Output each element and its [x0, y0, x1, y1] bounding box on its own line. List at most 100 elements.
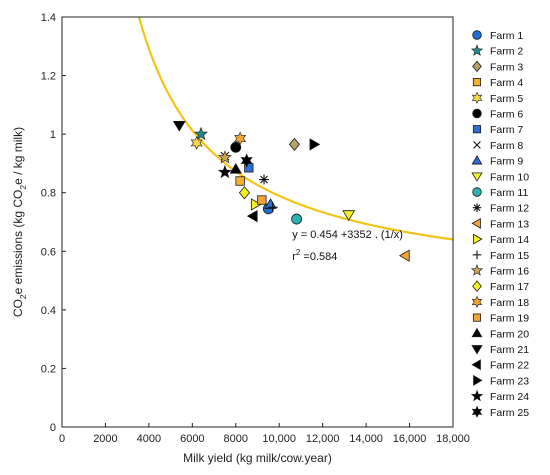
- x-tick-label: 0: [59, 433, 65, 445]
- y-label-subscript: 2: [18, 294, 28, 299]
- legend-marker-farm-19: [472, 313, 482, 322]
- y-axis-label: CO2e emissions (kg CO2e / kg milk): [11, 127, 28, 317]
- legend-marker-farm-12: [472, 203, 482, 212]
- legend-label: Farm 21: [490, 344, 529, 356]
- legend-label: Farm 25: [490, 407, 529, 419]
- legend-marker-farm-4: [472, 78, 482, 87]
- data-point-farm-11: [291, 213, 303, 225]
- legend-label: Farm 6: [490, 109, 523, 121]
- data-point-farm-20: [229, 162, 242, 174]
- data-point-farm-18: [234, 131, 247, 146]
- legend-marker-farm-7: [472, 125, 482, 134]
- data-point-farm-16: [217, 150, 232, 164]
- legend-label: Farm 15: [490, 250, 529, 262]
- data-points: [172, 120, 410, 262]
- x-axis: 0 2000 4000 6000 8000 10,000 12,000 14,000 16,00…: [59, 423, 470, 445]
- x-tick-label: 16,000: [393, 433, 427, 445]
- data-point-farm-10: [342, 210, 356, 221]
- legend-marker-farm-22: [471, 359, 481, 371]
- legend-marker-farm-21: [471, 345, 483, 355]
- legend-marker-farm-11: [472, 187, 482, 197]
- x-tick-label: 18,000: [436, 433, 470, 445]
- legend-marker-farm-24: [470, 389, 484, 402]
- data-point-farm-9: [264, 198, 277, 209]
- legend-marker-farm-10: [471, 172, 483, 182]
- data-point-farm-14: [250, 198, 262, 211]
- legend-label: Farm 9: [490, 156, 523, 168]
- data-point-farm-23: [309, 138, 321, 151]
- data-point-farm-12: [259, 174, 270, 185]
- legend-label: Farm 24: [490, 391, 529, 403]
- legend-marker-farm-20: [471, 327, 483, 338]
- y-tick-label: 0: [50, 422, 56, 434]
- y-tick-label: 0.8: [41, 188, 56, 200]
- y-label-part: e / kg milk): [11, 127, 25, 185]
- data-point-farm-25: [240, 153, 253, 168]
- fit-curve: [137, 17, 453, 241]
- data-point-farm-15: [267, 202, 278, 213]
- data-point-farm-22: [246, 209, 258, 223]
- legend-label: Farm 20: [490, 328, 529, 340]
- x-tick-label: 10,000: [262, 433, 296, 445]
- x-tick-label: 8000: [224, 433, 248, 445]
- legend-label: Farm 14: [490, 234, 529, 246]
- data-point-farm-5: [190, 135, 203, 150]
- legend-label: Farm 16: [490, 266, 529, 278]
- plot-frame: [61, 16, 454, 428]
- data-point-farm-3: [288, 137, 300, 152]
- legend-marker-farm-18: [471, 295, 483, 308]
- legend-label: Farm 18: [490, 297, 529, 309]
- y-tick-label: 0.6: [41, 246, 56, 258]
- legend-label: Farm 8: [490, 140, 523, 152]
- data-point-farm-17: [238, 186, 250, 200]
- y-axis: 0 0.2 0.4 0.6 0.8 1 1.2 1.4: [41, 12, 66, 434]
- x-tick-label: 4000: [137, 433, 161, 445]
- legend-marker-farm-3: [472, 60, 482, 73]
- y-label-part: e emissions (kg CO: [11, 190, 25, 295]
- y-label-part: CO: [11, 299, 25, 317]
- x-tick-label: 2000: [93, 433, 117, 445]
- y-tick-label: 1: [50, 129, 56, 141]
- legend-marker-farm-17: [472, 280, 482, 292]
- data-point-farm-13: [398, 249, 410, 262]
- legend-marker-farm-25: [471, 405, 483, 418]
- data-point-farm-4: [235, 176, 245, 186]
- legend-label: Farm 17: [490, 281, 529, 293]
- legend-label: Farm 19: [490, 313, 529, 325]
- fit-curve-layer: [137, 17, 453, 241]
- x-axis-label: Milk yield (kg milk/cow.year): [183, 451, 332, 465]
- r2-superscript: 2: [296, 248, 301, 257]
- legend-marker-farm-1: [472, 30, 482, 40]
- data-point-farm-19: [257, 195, 267, 205]
- x-tick-label: 6000: [180, 433, 204, 445]
- legend-label: Farm 7: [490, 124, 523, 136]
- y-tick-label: 1.4: [41, 12, 56, 24]
- x-tick-label: 14,000: [349, 433, 383, 445]
- legend-marker-farm-15: [472, 250, 482, 260]
- y-tick-label: 0.4: [41, 305, 56, 317]
- y-label-subscript: 2: [18, 185, 28, 190]
- legend-marker-farm-13: [471, 217, 481, 229]
- data-point-farm-24: [217, 164, 232, 179]
- data-point-farm-2: [194, 126, 209, 141]
- legend-label: Farm 1: [490, 30, 523, 42]
- x-tick-label: 12,000: [306, 433, 340, 445]
- legend-marker-farm-9: [471, 155, 483, 165]
- legend: Farm 1 Farm 2 Farm 3 Farm 4 Farm 5 Farm 6 Farm…: [470, 30, 529, 419]
- legend-label: Farm 12: [490, 203, 529, 215]
- legend-label: Farm 10: [490, 171, 529, 183]
- legend-marker-farm-2: [470, 44, 484, 56]
- r2-prefix: r: [292, 251, 296, 263]
- legend-label: Farm 13: [490, 218, 529, 230]
- legend-label: Farm 22: [490, 360, 529, 372]
- legend-marker-farm-14: [473, 233, 483, 245]
- y-tick-label: 0.2: [41, 363, 56, 375]
- legend-label: Farm 5: [490, 93, 523, 105]
- legend-marker-farm-16: [470, 264, 484, 276]
- y-tick-label: 1.2: [41, 71, 56, 83]
- legend-label: Farm 4: [490, 77, 523, 89]
- legend-marker-farm-8: [473, 141, 481, 149]
- legend-label: Farm 23: [490, 375, 529, 387]
- legend-label: Farm 11: [490, 187, 528, 199]
